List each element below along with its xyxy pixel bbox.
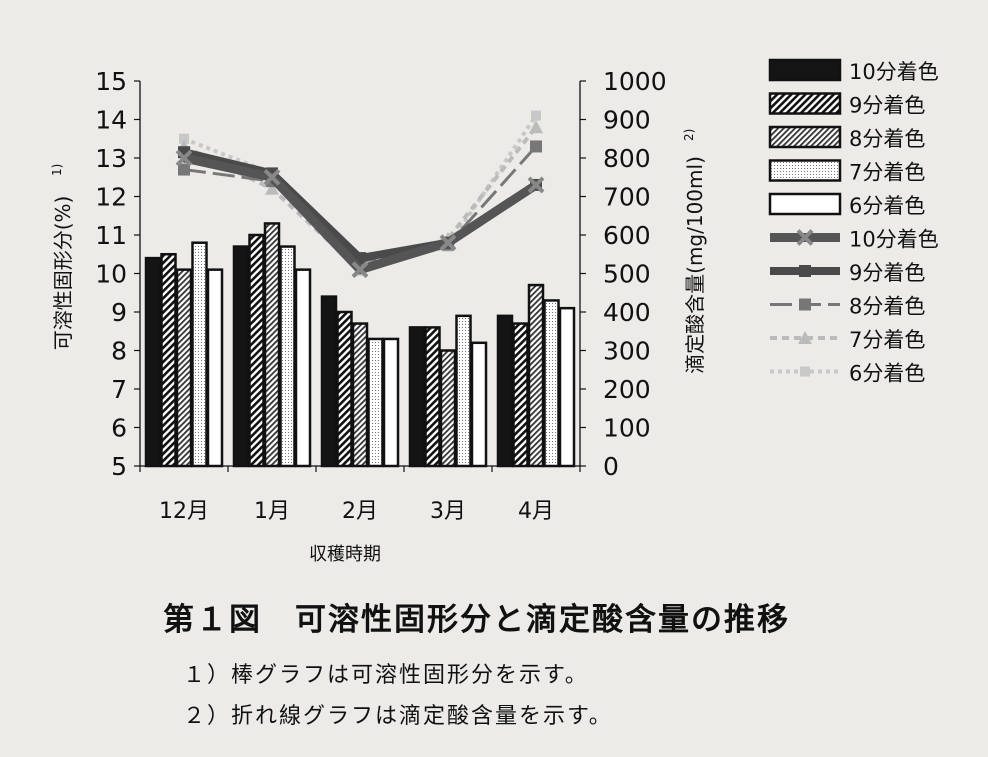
- left-tick-label: 8: [111, 337, 127, 366]
- legend-label: 8分着色: [849, 295, 925, 319]
- legend-label: 9分着色: [849, 94, 925, 118]
- line-series-6bun: [183, 114, 538, 270]
- line-point: [527, 176, 545, 194]
- legend-marker: [800, 366, 810, 377]
- legend-marker: [799, 298, 811, 311]
- bar-9bun-5: [512, 322, 529, 468]
- line-point: [531, 110, 541, 121]
- bar-8bun-3: [351, 322, 369, 468]
- legend-marker: [796, 229, 814, 246]
- x-tick-label: 2月: [342, 499, 378, 524]
- left-tick-label: 7: [111, 375, 127, 404]
- legend-label: 10分着色: [849, 60, 939, 84]
- bar-7bun-2: [279, 245, 296, 468]
- legend-label: 7分着色: [849, 161, 925, 185]
- bar-6bun-4: [470, 341, 488, 468]
- legend-bar-swatch: [768, 92, 842, 115]
- bar-8bun-5: [527, 283, 545, 468]
- right-axis-superscript: 2): [682, 129, 696, 141]
- left-axis-title-group: 可溶性固形分(%) 1): [50, 164, 75, 351]
- right-tick-label: 800: [603, 144, 651, 173]
- legend-bar-swatch: [768, 125, 842, 149]
- x-tick-label: 1月: [254, 499, 290, 524]
- right-tick-label: 400: [603, 298, 651, 327]
- left-tick-label: 13: [95, 144, 127, 173]
- bar-10bun-3: [320, 295, 338, 468]
- legend-label: 6分着色: [849, 362, 925, 386]
- line-point: [263, 168, 281, 186]
- bar-7bun-5: [543, 299, 560, 468]
- line-point: [530, 140, 542, 153]
- right-tick-label: 500: [603, 260, 651, 289]
- line-point: [265, 181, 279, 195]
- plot-area: 5 6 7 8 9 10 11 12 13 14 15 0 100 200 300 400 500 600 700 8…: [50, 67, 707, 565]
- legend: 10分着色 9分着色 8分着色 7分着色 6分着色 10分着色 9分着色 8分着色 7分着色 6分…: [768, 58, 939, 386]
- legend-label: 9分着色: [849, 261, 925, 285]
- line-point: [179, 133, 189, 144]
- right-tick-label: 100: [603, 414, 651, 443]
- bar-8bun-1: [175, 268, 193, 468]
- bar-9bun-1: [160, 253, 177, 468]
- bar-7bun-4: [455, 314, 472, 468]
- legend-label: 10分着色: [849, 228, 939, 252]
- left-tick-label: 11: [95, 221, 127, 250]
- right-tick-label: 700: [603, 183, 651, 212]
- bar-8bun-4: [439, 349, 457, 468]
- left-tick-label: 9: [111, 298, 127, 327]
- bar-10bun-5: [496, 314, 514, 468]
- bar-8bun-2: [263, 222, 281, 468]
- chart: 5 6 7 8 9 10 11 12 13 14 15 0 100 200 300 400 500 600 700 8…: [50, 58, 939, 565]
- legend-label: 8分着色: [849, 127, 925, 151]
- right-tick-label: 200: [603, 375, 651, 404]
- x-tick-label: 3月: [430, 499, 466, 524]
- bar-9bun-4: [424, 326, 441, 468]
- right-tick-label: 900: [603, 106, 651, 135]
- legend-label: 6分着色: [849, 194, 925, 218]
- x-tick-label: 12月: [159, 499, 209, 524]
- bar-7bun-3: [367, 337, 384, 468]
- figure-title: 第１図 可溶性固形分と滴定酸含量の推移: [163, 602, 790, 638]
- line-point: [529, 120, 543, 134]
- legend-bar-swatch: [768, 192, 842, 216]
- right-tick-label: 1000: [603, 67, 667, 96]
- right-tick-label: 600: [603, 221, 651, 250]
- left-tick-label: 15: [95, 67, 127, 96]
- bar-10bun-1: [144, 256, 162, 468]
- right-axis-title-group: 滴定酸含量(mg/100ml) 2): [682, 129, 707, 374]
- bar-6bun-2: [294, 268, 312, 468]
- left-tick-label: 5: [111, 452, 127, 481]
- bar-9bun-3: [336, 310, 353, 468]
- bar-9bun-2: [248, 233, 265, 468]
- bar-7bun-1: [191, 241, 208, 468]
- bar-6bun-1: [206, 268, 224, 468]
- note-bar-chart: １）棒グラフは可溶性固形分を示す。: [183, 663, 589, 688]
- left-tick-label: 14: [95, 106, 127, 135]
- x-tick-label: 4月: [518, 499, 554, 524]
- bar-10bun-2: [232, 245, 250, 468]
- line-point: [351, 261, 369, 279]
- left-axis-superscript: 1): [50, 164, 64, 176]
- note-line-chart: ２）折れ線グラフは滴定酸含量を示す。: [183, 704, 613, 729]
- right-tick-label: 0: [603, 452, 619, 481]
- legend-bar-swatch: [768, 159, 842, 182]
- right-tick-label: 300: [603, 337, 651, 366]
- bar-10bun-4: [408, 326, 426, 468]
- legend-marker: [799, 265, 811, 277]
- bar-6bun-3: [382, 337, 400, 468]
- right-axis-title: 滴定酸含量(mg/100ml): [683, 156, 707, 374]
- left-tick-label: 6: [111, 414, 127, 443]
- left-axis-title: 可溶性固形分(%): [51, 196, 75, 351]
- left-tick-label: 12: [95, 183, 127, 212]
- line-point: [178, 163, 190, 176]
- left-tick-label: 10: [95, 260, 127, 289]
- line-point: [175, 149, 193, 167]
- x-axis-title: 収穫時期: [309, 544, 381, 565]
- line-point: [439, 234, 457, 252]
- legend-label: 7分着色: [849, 328, 925, 352]
- bar-6bun-5: [558, 306, 576, 468]
- legend-marker: [798, 331, 812, 344]
- legend-bar-swatch: [768, 58, 842, 82]
